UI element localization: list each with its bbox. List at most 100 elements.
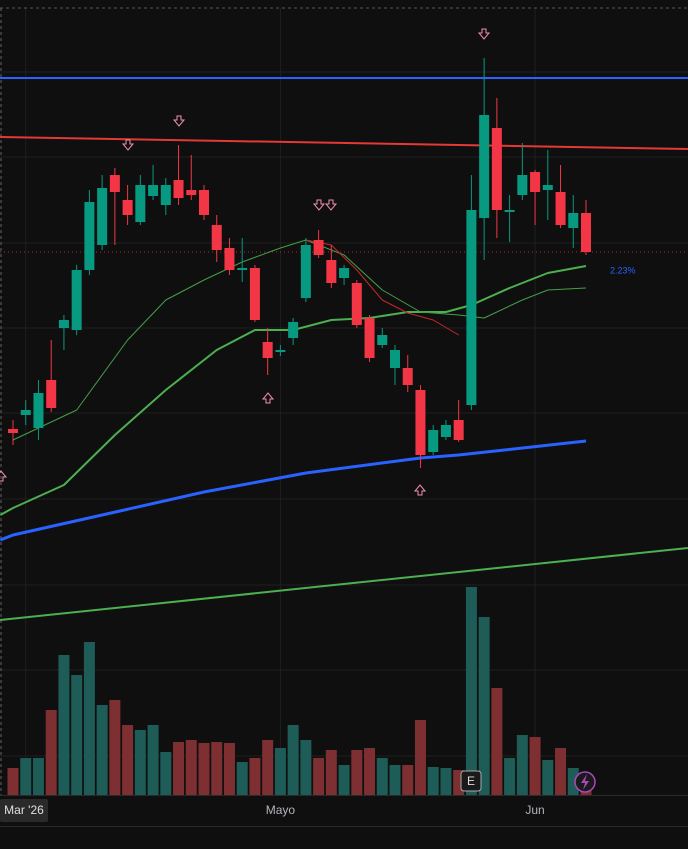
volume-bar	[96, 705, 108, 795]
overlay-line	[0, 136, 688, 150]
volume-bar	[325, 750, 337, 795]
time-axis	[0, 795, 688, 826]
candles	[8, 58, 591, 468]
candle-body	[453, 420, 464, 440]
candle-body	[237, 268, 248, 270]
candle-body	[479, 115, 490, 218]
volume-bar	[555, 748, 567, 795]
earnings-box[interactable]	[460, 770, 482, 792]
volume-bar	[109, 700, 121, 795]
candle-body	[364, 318, 375, 358]
candle-body	[581, 213, 591, 252]
volume-bar	[364, 748, 376, 795]
volume-bar	[20, 758, 32, 795]
overlays	[0, 77, 688, 621]
candle-body	[542, 185, 553, 190]
candle-body	[224, 248, 235, 270]
volume-bar	[338, 765, 350, 795]
candle-body	[97, 188, 108, 245]
volume-bar	[465, 587, 477, 795]
volume-bar	[274, 748, 286, 795]
volume-bar	[287, 725, 299, 795]
volume-bar	[542, 760, 554, 795]
candle-body	[211, 225, 222, 250]
candle-body	[46, 380, 57, 408]
volume-bar	[389, 765, 401, 795]
sell-arrow	[172, 115, 186, 127]
volume-bar	[185, 740, 197, 795]
candle-body	[122, 200, 133, 215]
candle-body	[249, 268, 260, 320]
volume-bar	[529, 737, 541, 795]
earnings-marker[interactable]: E	[460, 770, 482, 792]
candle-body	[326, 260, 337, 283]
candle-body	[300, 245, 311, 298]
candle-body	[504, 210, 515, 212]
candle-body	[402, 368, 413, 385]
candle-body	[148, 185, 159, 196]
volume-bar	[211, 742, 223, 795]
annotation: 2.23%	[610, 265, 636, 275]
signal-arrows	[0, 28, 491, 496]
x-tick-label: Mayo	[266, 803, 296, 817]
earnings-label[interactable]: E	[467, 774, 475, 788]
volume-bar	[402, 765, 414, 795]
volume-bar	[351, 750, 363, 795]
volume-bar	[414, 720, 426, 795]
volume-bar	[440, 768, 452, 795]
volume-bar	[147, 725, 159, 795]
overlay-line	[0, 265, 587, 516]
candle-body	[8, 429, 18, 433]
candle-body	[440, 425, 451, 437]
volume-bar	[300, 740, 312, 795]
candle-body	[530, 172, 541, 192]
volume-bar	[491, 688, 503, 795]
volume-bar	[516, 735, 528, 795]
volume-bar	[58, 655, 70, 795]
x-tick-label: Jun	[525, 803, 544, 817]
candle-body	[568, 213, 579, 228]
x-tick-label: Mar '26	[4, 803, 44, 817]
candle-body	[517, 175, 528, 195]
volume-bar	[7, 768, 19, 795]
volume-bar	[134, 730, 146, 795]
candle-body	[288, 322, 299, 338]
sell-arrow	[121, 139, 135, 151]
candle-body	[339, 268, 350, 278]
sell-arrow	[312, 199, 326, 211]
volume-bar	[122, 725, 134, 795]
volume-bar	[198, 743, 210, 795]
dividend-marker[interactable]	[574, 771, 596, 793]
volume-bar	[71, 675, 83, 795]
candle-body	[109, 175, 120, 192]
volume-bar	[478, 617, 490, 795]
candle-body	[160, 185, 171, 205]
candle-body	[428, 430, 439, 452]
overlay-line	[12, 239, 587, 441]
candle-body	[262, 342, 273, 358]
candle-body	[84, 202, 95, 270]
lightning	[581, 774, 589, 790]
volume-bar	[427, 767, 439, 795]
volume-bar	[83, 642, 95, 795]
volume	[7, 587, 592, 795]
candle-body	[58, 320, 69, 328]
candle-body	[173, 180, 184, 198]
volume-bar	[32, 758, 44, 795]
candle-body	[20, 410, 31, 415]
volume-bar	[453, 770, 465, 795]
buy-arrow	[261, 392, 275, 404]
candle-body	[186, 190, 197, 195]
volume-bar	[313, 758, 325, 795]
volume-bar	[262, 740, 274, 795]
candle-body	[275, 350, 286, 352]
candle-body	[491, 128, 502, 210]
candle-body	[555, 192, 566, 225]
candle-body	[313, 240, 324, 255]
candle-body	[135, 185, 146, 222]
candle-body	[390, 350, 400, 368]
buy-arrow	[413, 484, 427, 496]
candle-body	[71, 270, 82, 330]
